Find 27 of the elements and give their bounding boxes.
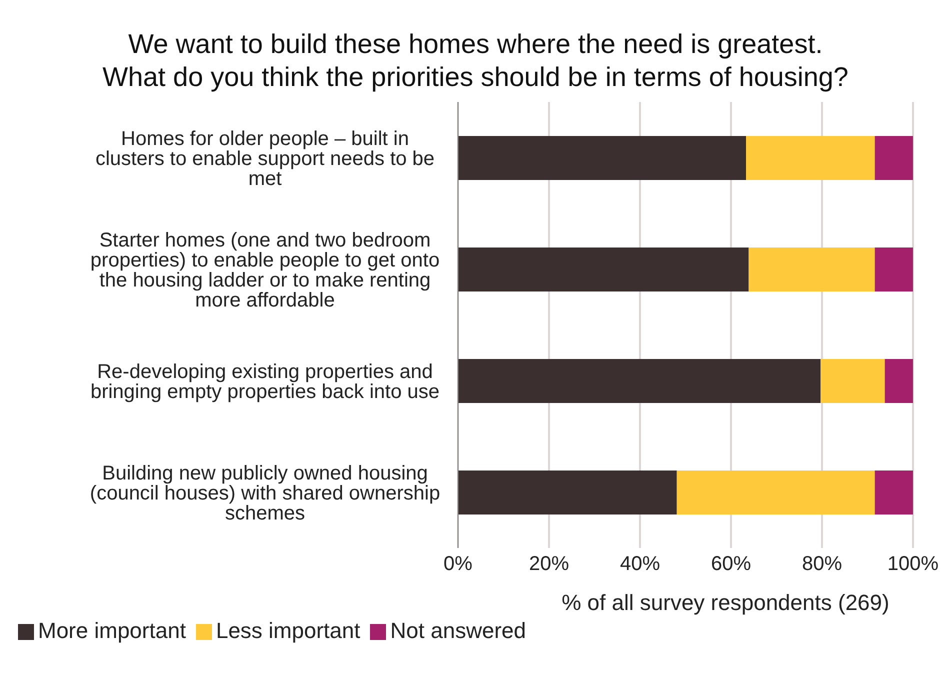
bar (884, 359, 913, 403)
bar (746, 136, 875, 180)
x-tick-label: 40% (620, 553, 660, 576)
x-tick-label: 20% (528, 553, 570, 576)
bar (748, 248, 875, 292)
y-tick-label: Building new publicly owned housing (council houses) with shared ownership schemes (90, 462, 440, 524)
bar (820, 359, 885, 403)
y-tick-label: Re-developing existing properties and bringing empty properties back into use (90, 360, 440, 403)
bar (676, 470, 875, 514)
y-tick-label: Starter homes (one and two bedroom properties) to enable people to get onto the housing ladder or to make renting more affordable (90, 229, 440, 312)
bar (458, 136, 746, 180)
bar (874, 470, 913, 514)
x-tick-label: 80% (802, 553, 842, 576)
x-tick-label: 0% (444, 553, 473, 576)
bar (458, 248, 749, 292)
bar (874, 136, 913, 180)
bar (874, 248, 913, 292)
chart-title: We want to build these homes where the need is greatest. What do you think the priorities should be in terms of housing? (102, 28, 850, 94)
legend-label: More important (38, 618, 186, 643)
y-tick-label: Homes for older people – built in clusters to enable support needs to be met (95, 128, 435, 190)
legend-label: Less important (216, 618, 360, 643)
x-tick-label: 100% (887, 553, 939, 576)
x-tick-label: 60% (710, 553, 752, 576)
x-axis-title: % of all survey respondents (269) (562, 590, 890, 615)
bar (458, 470, 677, 514)
legend-label: Not answered (390, 618, 526, 643)
bar (458, 359, 821, 403)
